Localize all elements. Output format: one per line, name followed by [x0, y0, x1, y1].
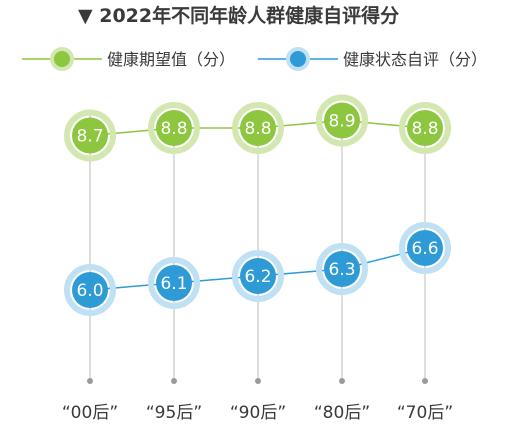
data-point-halo — [316, 94, 368, 147]
data-point — [407, 110, 443, 146]
data-label: 6.2 — [244, 267, 271, 287]
category-label: “90后” — [230, 403, 286, 423]
stem-dot — [422, 378, 428, 384]
data-label: 6.1 — [160, 274, 187, 294]
legend-marker-expectation — [50, 47, 74, 71]
category-label: “00后” — [62, 403, 118, 423]
data-label: 8.8 — [160, 119, 187, 139]
data-point-halo — [64, 264, 116, 316]
data-point-halo — [148, 102, 200, 154]
data-point — [324, 251, 360, 287]
data-label: 6.6 — [411, 239, 438, 259]
data-label: 8.9 — [328, 112, 355, 132]
data-label: 8.8 — [244, 119, 271, 139]
data-point — [72, 272, 108, 308]
legend-item-self-rating: 健康状态自评（分） — [258, 47, 487, 71]
data-point — [156, 110, 192, 146]
data-point-halo — [148, 257, 200, 309]
data-point — [324, 102, 360, 139]
legend-label-self-rating: 健康状态自评（分） — [343, 50, 487, 69]
category-label: “80后” — [314, 403, 370, 423]
data-point-halo — [399, 222, 451, 274]
stem-dot — [255, 378, 261, 384]
legend-item-expectation: 健康期望值（分） — [22, 47, 235, 71]
legend: 健康期望值（分） 健康状态自评（分） — [22, 47, 487, 71]
data-label: 8.8 — [411, 119, 438, 139]
data-label: 6.0 — [76, 281, 103, 301]
data-point — [72, 117, 108, 154]
stem-dot — [87, 378, 93, 384]
data-point-halo — [399, 102, 451, 154]
data-point — [240, 258, 276, 294]
chart-title: ▼ 2022年不同年龄人群健康自评得分 — [78, 4, 399, 27]
data-point-halo — [232, 102, 284, 154]
legend-marker-self-rating — [286, 47, 310, 71]
data-point — [156, 265, 192, 301]
data-label: 8.7 — [76, 127, 103, 147]
data-point — [407, 230, 443, 266]
category-label: “95后” — [146, 403, 202, 423]
data-label: 6.3 — [328, 260, 355, 280]
data-point-halo — [232, 250, 284, 302]
data-point-halo — [316, 243, 368, 295]
stem-dot — [171, 378, 177, 384]
legend-label-expectation: 健康期望值（分） — [107, 50, 235, 69]
plot-area: “00后” “95后” “90后” “80后” “70后” 8.7 8.8 8.8 8.9 8.8… — [62, 94, 453, 423]
category-label: “70后” — [397, 403, 453, 423]
stem-dot — [339, 378, 345, 384]
data-point — [240, 110, 276, 146]
data-point-halo — [64, 109, 116, 162]
